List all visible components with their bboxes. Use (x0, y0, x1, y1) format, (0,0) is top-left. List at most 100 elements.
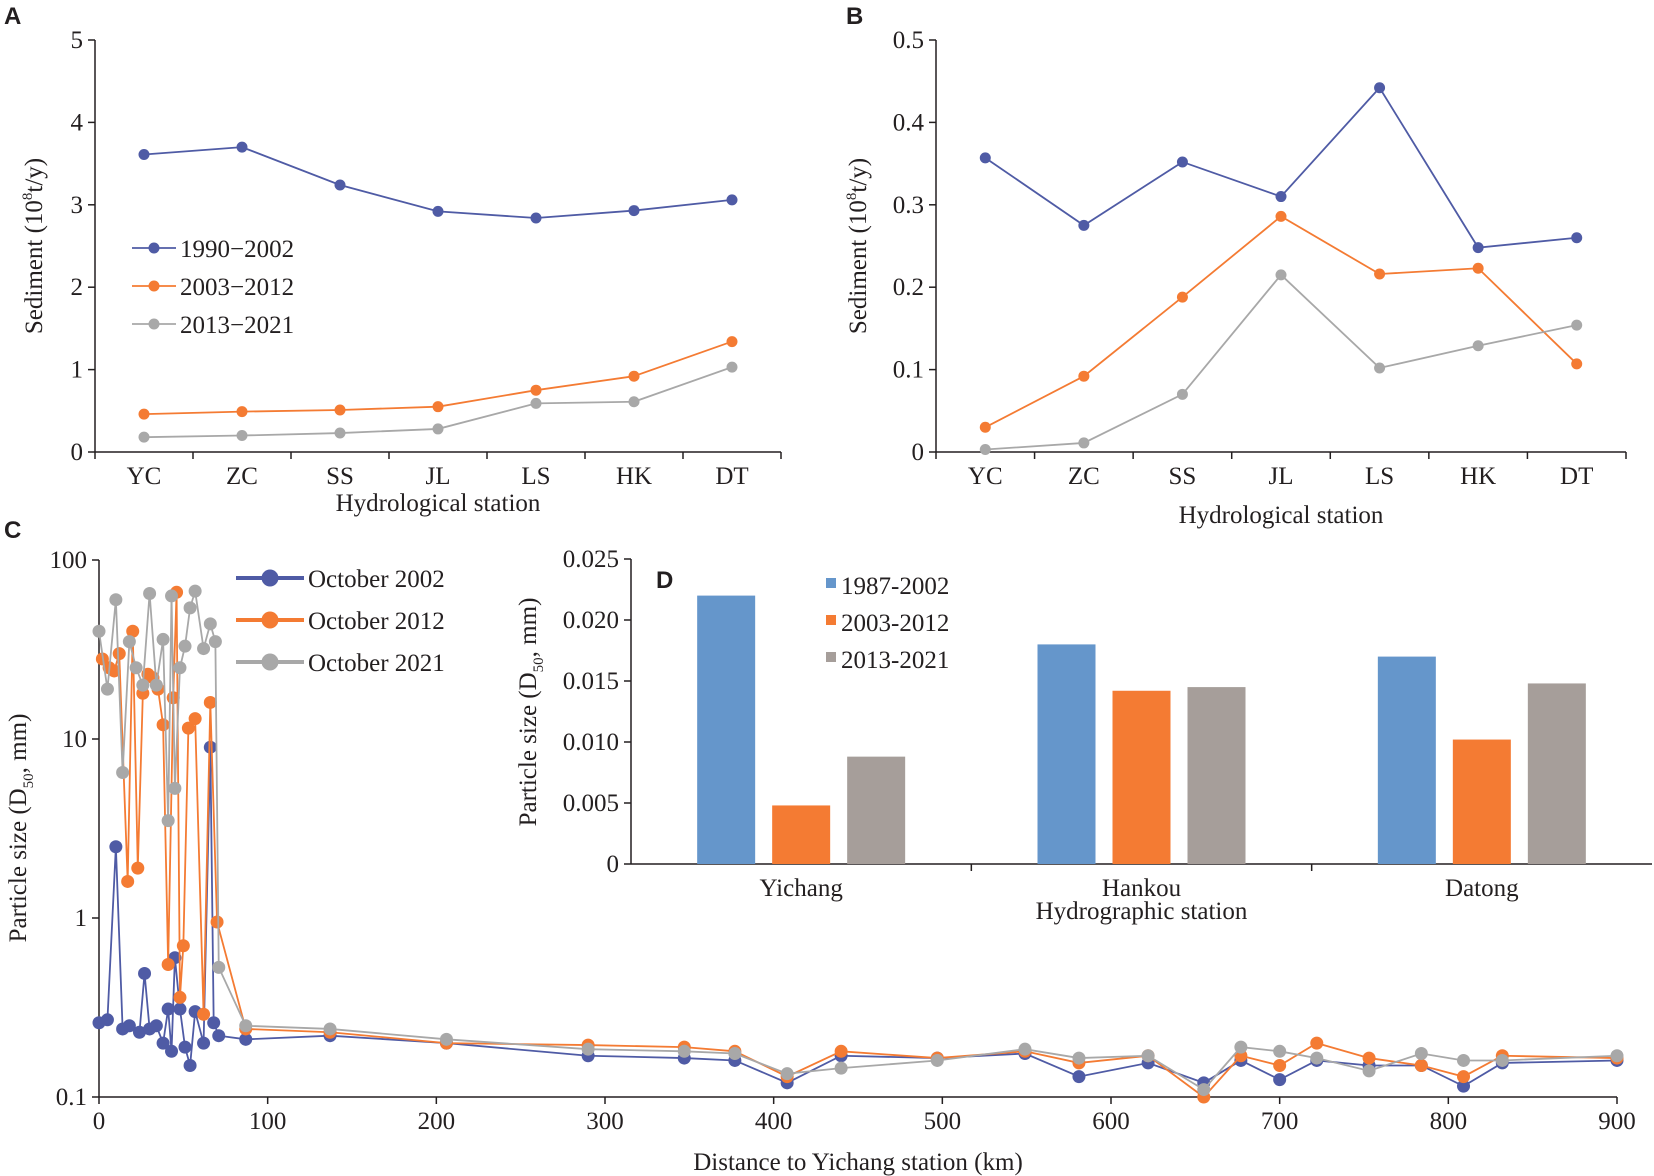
panel-b-point-2013-2021 (1571, 319, 1583, 331)
panel-d-bar-1987-2002 (1037, 644, 1096, 864)
panel-a-y-axis-title-sup: 8 (20, 193, 36, 201)
panel-a-point-2013-2021 (628, 396, 640, 408)
panel-b-point-2013-2021 (1078, 437, 1090, 449)
panel-c-point-october-2021 (197, 642, 211, 656)
panel-c-point-october-2002 (197, 1036, 211, 1050)
panel-d-legend-label: 2003-2012 (841, 610, 949, 637)
panel-a-point-2013-2021 (530, 397, 542, 409)
panel-a-point-2003-2012 (138, 408, 150, 420)
panel-c-point-october-2021 (834, 1061, 848, 1075)
panel-a-legend-label: 2013−2021 (180, 312, 294, 339)
panel-c-y-axis-title: Particle size (D50, mm) (5, 714, 37, 943)
panel-c-legend-label: October 2002 (308, 566, 445, 593)
panel-d-y-tick-label: 0.020 (563, 607, 619, 634)
panel-b-y-tick-label: 0.4 (893, 109, 925, 136)
panel-a-point-2003-2012 (726, 336, 738, 348)
panel-label-a: A (4, 3, 21, 30)
panel-c-point-october-2002 (165, 1044, 179, 1058)
panel-a-y-tick-label: 0 (71, 439, 84, 466)
panel-a-point-1990-2002 (236, 141, 248, 153)
panel-a-x-tick-label: ZC (226, 463, 258, 490)
panel-a-point-2013-2021 (432, 423, 444, 435)
panel-b-y-tick-label: 0.3 (893, 192, 924, 219)
panel-c-line-october-2002 (98, 747, 1618, 1088)
panel-b-point-2013-2021 (1275, 269, 1287, 281)
panel-c-point-october-2012 (161, 957, 175, 971)
panel-c-point-october-2012 (210, 915, 224, 929)
panel-c-legend-label: October 2012 (308, 608, 445, 635)
panel-a-point-2013-2021 (726, 361, 738, 373)
panel-c-point-october-2021 (1273, 1044, 1287, 1058)
panel-c-legend-marker (261, 611, 279, 629)
panel-c-point-october-2021 (1310, 1051, 1324, 1065)
panel-c-x-tick-label: 0 (93, 1108, 106, 1135)
panel-c-point-october-2021 (165, 589, 179, 603)
panel-d-bar-2003-2012 (772, 805, 831, 864)
panel-c-x-tick-label: 700 (1261, 1108, 1299, 1135)
panel-d-y-axis-title-sub: 50 (531, 657, 547, 672)
panel-a-x-tick-label: HK (616, 463, 652, 490)
panel-d-legend-swatch (826, 615, 836, 625)
panel-c-point-october-2021 (1610, 1049, 1624, 1063)
panel-c-y-axis-title-part: Particle size (D (5, 788, 32, 942)
panel-d-bar-1987-2002 (1377, 656, 1436, 864)
panel-b-point-2013-2021 (1472, 340, 1484, 352)
panel-b-x-tick-label: DT (1560, 463, 1593, 490)
panel-b-point-2013-2021 (1176, 388, 1188, 400)
panel-c-point-october-2021 (136, 678, 150, 692)
panel-c-x-tick-label: 400 (755, 1108, 793, 1135)
panel-c-point-october-2021 (92, 624, 106, 638)
panel-c-point-october-2021 (677, 1044, 691, 1058)
panel-c-point-october-2012 (188, 712, 202, 726)
panel-c-point-october-2002 (203, 740, 217, 754)
panel-c-point-october-2021 (728, 1046, 742, 1060)
panel-c-point-october-2012 (131, 861, 145, 875)
panel-b-x-tick-label: JL (1269, 463, 1294, 490)
panel-c-y-axis-title-sub: 50 (21, 773, 37, 788)
panel-b-line-1990-2002 (984, 86, 1577, 249)
panel-b-point-2003-2012 (979, 421, 991, 433)
panel-a-y-tick-label: 2 (71, 274, 84, 301)
panel-c-point-october-2012 (121, 874, 135, 888)
panel-d-legend-label: 1987-2002 (841, 573, 949, 600)
panel-c-x-tick-label: 100 (249, 1108, 287, 1135)
panel-b-point-1990-2002 (979, 152, 991, 164)
panel-b-point-1990-2002 (1571, 232, 1583, 244)
panel-b-x-tick-label: HK (1460, 463, 1496, 490)
panel-a-y-tick-label: 4 (71, 109, 84, 136)
panel-b-y-axis-title-tail: t/y) (845, 158, 872, 193)
panel-c-point-october-2002 (1457, 1079, 1471, 1093)
panel-c-point-october-2021 (208, 635, 222, 649)
panel-label-c: C (4, 517, 21, 544)
panel-c-point-october-2021 (1234, 1040, 1248, 1054)
panel-c-y-tick-label: 0.1 (56, 1084, 87, 1111)
panel-c-point-october-2021 (323, 1022, 337, 1036)
panel-a-point-1990-2002 (726, 194, 738, 206)
panel-c-point-october-2021 (930, 1053, 944, 1067)
panel-c-point-october-2021 (143, 586, 157, 600)
panel-d-x-tick-label: Yichang (760, 875, 844, 902)
panel-d-legend-label: 2013-2021 (841, 647, 949, 674)
panel-d-bar-1987-2002 (697, 595, 756, 864)
panel-b-x-axis-title: Hydrological station (1179, 502, 1384, 529)
panel-a-legend-marker (148, 318, 160, 330)
panel-c-point-october-2021 (1495, 1053, 1509, 1067)
panel-b-y-axis-title-sup: 8 (844, 193, 860, 201)
panel-a-point-1990-2002 (432, 205, 444, 217)
panel-d-legend-swatch (826, 578, 836, 588)
panel-d-bar-2013-2021 (1187, 687, 1246, 864)
panel-c-point-october-2002 (178, 1040, 192, 1054)
panel-a-legend-label: 1990−2002 (180, 236, 294, 263)
panel-b-point-2003-2012 (1275, 210, 1287, 222)
panel-a-point-2013-2021 (236, 430, 248, 442)
panel-c-legend-marker (261, 569, 279, 587)
panel-d-y-axis-title: Particle size (D50, mm) (515, 598, 547, 827)
panel-d-bar-2013-2021 (847, 756, 906, 864)
panel-a-point-2003-2012 (628, 370, 640, 382)
panel-c-point-october-2012 (156, 718, 170, 732)
panel-c-point-october-2002 (109, 840, 123, 854)
panel-a-legend-marker (148, 280, 160, 292)
panel-a-point-2013-2021 (138, 431, 150, 443)
panel-c-point-october-2021 (178, 639, 192, 653)
panel-d-bar-2003-2012 (1112, 690, 1171, 864)
